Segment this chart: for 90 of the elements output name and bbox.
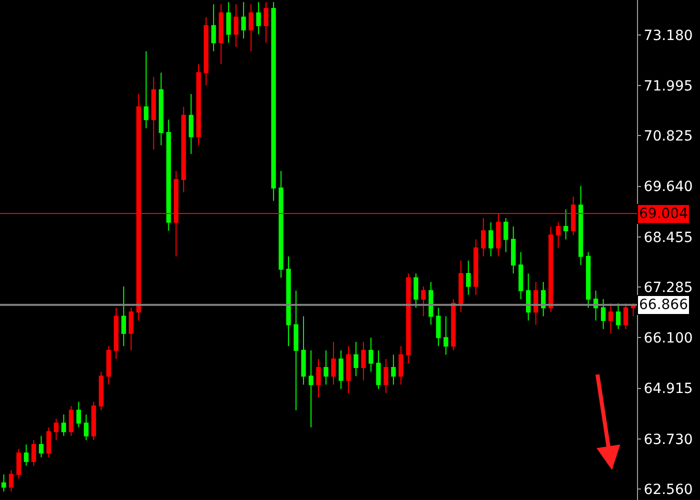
candlestick — [151, 76, 156, 150]
candlestick — [511, 226, 516, 274]
candlestick — [316, 358, 321, 398]
candlestick — [188, 94, 194, 154]
candlestick — [586, 252, 591, 308]
candlestick — [466, 260, 471, 296]
candlestick — [211, 4, 216, 52]
candlestick — [218, 4, 224, 65]
candlestick — [91, 401, 96, 441]
candlestick — [241, 2, 246, 39]
y-tick-label: 71.995 — [644, 78, 693, 95]
candlestick — [76, 401, 82, 428]
candlestick — [458, 260, 464, 312]
candlestick — [121, 286, 126, 347]
candlestick — [600, 298, 606, 330]
candlestick — [518, 252, 524, 300]
candlestick — [338, 350, 344, 390]
candlestick — [24, 444, 29, 466]
y-tick-label: 68.455 — [644, 230, 693, 246]
candlestick — [31, 440, 36, 466]
candlestick — [556, 222, 561, 248]
candlestick — [166, 119, 171, 232]
candlestick — [481, 217, 486, 257]
candlestick — [436, 307, 441, 347]
y-tick-label: 69.640 — [644, 179, 693, 196]
y-tick-label: 67.285 — [644, 280, 693, 296]
candlestick — [616, 302, 621, 330]
candlestick — [578, 185, 584, 266]
candlestick — [376, 350, 381, 390]
candlestick — [114, 307, 118, 360]
candlestick — [398, 346, 404, 386]
candlestick — [264, 2, 268, 44]
candlestick — [451, 298, 456, 351]
candlestick — [391, 354, 396, 386]
candlestick — [196, 64, 201, 146]
candlestick — [98, 371, 104, 411]
candlestick — [608, 302, 614, 334]
candlestick — [144, 50, 148, 129]
candlestick — [68, 405, 74, 436]
candlestick — [414, 273, 418, 308]
candlestick — [248, 4, 254, 52]
candlestick — [421, 286, 426, 317]
candlestick — [563, 208, 568, 240]
candlestick — [226, 2, 231, 44]
candlestick — [623, 302, 628, 330]
candlestick — [504, 217, 508, 253]
candlestick — [428, 282, 434, 326]
candlestick — [308, 350, 314, 428]
candlestick — [301, 316, 306, 386]
candlestick — [384, 358, 388, 394]
candlestick — [361, 341, 366, 381]
candlestick — [324, 350, 328, 386]
candlestick — [444, 316, 448, 356]
candlestick — [54, 418, 59, 441]
y-tick-label: 70.825 — [644, 128, 693, 145]
ref-line-label: 66.866 — [639, 297, 688, 313]
candlestick — [286, 256, 291, 347]
candlestick — [84, 414, 89, 441]
candlestick — [181, 106, 186, 193]
y-tick-label: 73.180 — [644, 28, 693, 44]
candlestick — [331, 341, 336, 386]
candlestick — [61, 414, 66, 436]
candlestick — [294, 290, 298, 411]
candlestick — [406, 273, 411, 364]
candlestick — [158, 72, 164, 146]
candlestick — [234, 4, 238, 48]
candlestick — [38, 435, 44, 458]
candlestick — [278, 170, 284, 278]
candlestick — [346, 346, 351, 394]
candlestick — [106, 346, 111, 386]
candlestick — [368, 337, 374, 372]
y-tick-label: 62.560 — [644, 482, 693, 498]
candlestick — [1, 474, 6, 492]
candlestick — [533, 282, 538, 326]
y-tick-label: 63.730 — [644, 432, 693, 448]
ref-line-label: 69.004 — [639, 206, 688, 222]
candlestick — [354, 341, 358, 377]
candlestick — [474, 238, 478, 296]
candlestick — [16, 448, 22, 480]
y-tick-label: 66.100 — [644, 330, 693, 347]
candlestick — [526, 273, 531, 322]
y-tick-label: 64.915 — [644, 381, 693, 398]
candlestick — [204, 16, 208, 86]
candlestick — [128, 307, 134, 351]
candlestick — [271, 2, 276, 202]
candlestick — [256, 2, 261, 35]
candlestick — [8, 470, 14, 492]
candlestick — [46, 426, 52, 458]
candlestick — [488, 222, 494, 257]
candlestick — [548, 226, 554, 312]
